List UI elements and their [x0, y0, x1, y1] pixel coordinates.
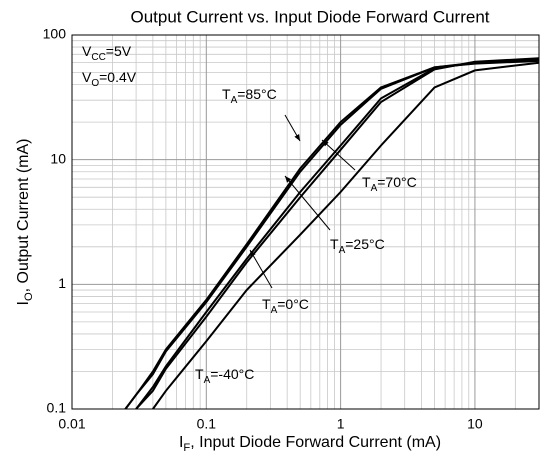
label-tail: =0°C: [277, 296, 309, 312]
y-tick-label: 0.1: [47, 400, 67, 416]
series-line: [135, 58, 540, 410]
arrow-head: [285, 176, 292, 183]
series-line: [135, 57, 540, 410]
annotation-arrow: [249, 249, 273, 289]
chart-title: Output Current vs. Input Diode Forward C…: [130, 7, 489, 26]
label-tail: =85°C: [237, 86, 276, 102]
annotation: VCC=5V: [82, 43, 132, 63]
y-tick-label: 1: [58, 275, 66, 291]
label-main: T: [222, 86, 231, 102]
label-main: I: [179, 434, 183, 451]
label-tail: =-40°C: [210, 366, 254, 382]
annotation: VO=0.4V: [82, 69, 137, 89]
y-tick-label: 100: [43, 26, 67, 42]
label-sub: O: [23, 292, 35, 301]
annotation: TA=0°C: [262, 296, 309, 316]
label-sub: F: [183, 442, 190, 454]
annotation-arrow: [321, 139, 356, 171]
x-axis-label: IF, Input Diode Forward Current (mA): [179, 434, 441, 454]
annotation: TA=85°C: [222, 86, 277, 106]
label-tail: =0.4V: [99, 69, 137, 85]
label-sub: A: [231, 95, 238, 106]
label-sub: CC: [91, 52, 105, 63]
arrow-head: [250, 250, 256, 257]
series-line: [152, 61, 540, 410]
label-sub: A: [204, 375, 211, 386]
label-sub: O: [91, 78, 99, 89]
x-tick-label: 0.01: [58, 416, 85, 432]
label-main: T: [195, 366, 204, 382]
label-tail: , Output Current (mA): [15, 139, 32, 293]
arrow-head: [294, 134, 300, 141]
label-main: T: [330, 236, 339, 252]
arrow-head: [322, 140, 329, 147]
label-sub: A: [339, 245, 346, 256]
label-tail: =25°C: [345, 236, 384, 252]
label-sub: A: [371, 183, 378, 194]
label-main: T: [262, 296, 271, 312]
x-tick-label: 10: [467, 416, 483, 432]
series-line: [124, 59, 540, 410]
label-main: V: [82, 69, 92, 85]
label-main: V: [82, 43, 92, 59]
label-tail: =5V: [106, 43, 132, 59]
annotation: TA=25°C: [330, 236, 385, 256]
annotation: TA=-40°C: [195, 366, 254, 386]
annotation: TA=70°C: [362, 174, 417, 194]
label-tail: , Input Diode Forward Current (mA): [190, 434, 441, 451]
x-tick-label: 1: [337, 416, 345, 432]
label-sub: A: [271, 305, 278, 316]
x-tick-label: 0.1: [197, 416, 217, 432]
label-tail: =70°C: [377, 174, 416, 190]
annotation-arrow: [284, 175, 331, 231]
y-axis-label: IO, Output Current (mA): [15, 139, 35, 306]
label-main: T: [362, 174, 371, 190]
plot-frame: [71, 34, 540, 410]
label-main: I: [15, 301, 32, 305]
y-tick-label: 10: [50, 150, 66, 166]
